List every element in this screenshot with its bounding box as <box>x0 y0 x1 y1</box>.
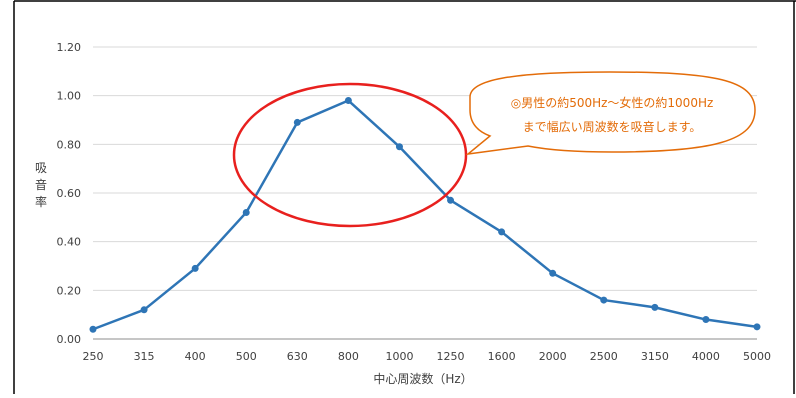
x-tick-label: 500 <box>236 350 257 363</box>
annotation-callout: ◎男性の約500Hz～女性の約1000Hz まで幅広い周波数を吸音します。 <box>465 71 756 156</box>
annotation-line-2: まで幅広い周波数を吸音します。 <box>523 119 702 134</box>
annotation-line-1: ◎男性の約500Hz～女性の約1000Hz <box>511 95 714 110</box>
data-point <box>498 228 506 236</box>
y-axis-label-char: 音 <box>35 177 47 192</box>
x-tick-label: 1000 <box>385 350 413 363</box>
x-tick-label: 1600 <box>488 350 516 363</box>
data-point <box>447 196 455 204</box>
series-line-group <box>89 97 761 333</box>
y-axis-label-char: 吸 <box>35 161 47 175</box>
data-point <box>753 323 761 331</box>
x-tick-label: 315 <box>134 350 155 363</box>
x-tick-label: 800 <box>338 350 359 363</box>
data-point <box>600 296 608 304</box>
data-point <box>140 306 148 314</box>
x-tick-label: 3150 <box>641 350 669 363</box>
y-tick-label: 1.00 <box>57 90 82 103</box>
x-tick-label: 4000 <box>692 350 720 363</box>
y-tick-label: 0.80 <box>57 138 82 151</box>
x-axis-label: 中心周波数（Hz） <box>373 371 472 386</box>
x-tick-label: 2500 <box>590 350 618 363</box>
data-point <box>293 118 301 126</box>
x-tick-label: 400 <box>185 350 206 363</box>
data-point <box>344 97 352 105</box>
y-tick-labels: 0.00 0.20 0.40 0.60 0.80 1.00 1.20 <box>57 41 82 346</box>
x-tick-labels: 250 315 400 500 630 800 1000 1250 1600 2000 2500 31… <box>83 350 772 363</box>
x-tick-label: 1250 <box>437 350 465 363</box>
x-tick-label: 2000 <box>539 350 567 363</box>
y-tick-label: 1.20 <box>57 41 82 54</box>
y-tick-label: 0.20 <box>57 284 82 297</box>
data-point <box>89 325 97 333</box>
highlight-ellipse <box>232 82 468 228</box>
data-point <box>549 269 557 277</box>
data-point <box>242 208 250 216</box>
data-point <box>651 303 659 311</box>
x-tick-label: 5000 <box>743 350 771 363</box>
x-tick-label: 250 <box>83 350 104 363</box>
data-point <box>191 264 199 272</box>
y-axis-label: 吸音率 <box>35 161 47 209</box>
y-tick-label: 0.00 <box>57 333 82 346</box>
callout-bubble <box>465 71 756 156</box>
series-line <box>92 99 758 331</box>
data-point <box>395 143 403 151</box>
y-tick-label: 0.60 <box>57 187 82 200</box>
y-tick-label: 0.40 <box>57 236 82 249</box>
data-point <box>702 316 710 324</box>
y-axis-label-char: 率 <box>35 194 47 209</box>
x-tick-label: 630 <box>287 350 308 363</box>
